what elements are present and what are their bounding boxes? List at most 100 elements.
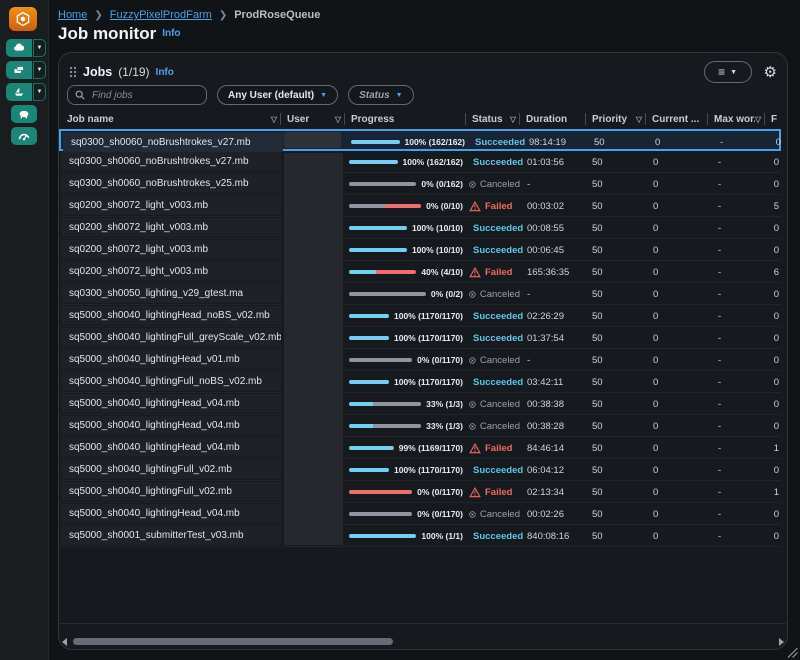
priority-cell: 50	[592, 486, 603, 498]
scrollbar-thumb[interactable]	[73, 638, 393, 645]
drag-handle-icon[interactable]	[69, 66, 77, 78]
table-row[interactable]: sq5000_sh0040_lightingHead_v04.mb 33% (1/…	[59, 393, 781, 415]
deadline-cloud-logo-icon[interactable]	[9, 7, 37, 31]
status-cell: Canceled	[466, 415, 520, 437]
table-row[interactable]: sq0300_sh0060_noBrushtrokes_v25.mb 0% (0/…	[59, 173, 781, 195]
progress-label: 100% (162/162)	[402, 157, 464, 167]
job-name-cell: sq5000_sh0040_lightingFull_greyScale_v02…	[61, 328, 281, 347]
table-bottom-divider	[60, 623, 786, 624]
breadcrumb-item[interactable]: Home	[58, 9, 88, 21]
breadcrumb-item[interactable]: FuzzyPixelProdFarm	[109, 9, 212, 21]
table-row[interactable]: sq5000_sh0040_lightingHead_v04.mb 99% (11…	[59, 437, 781, 459]
progress-bar	[349, 534, 417, 538]
page-info-link[interactable]: Info	[162, 28, 181, 39]
column-filter-icon[interactable]: ▽	[754, 114, 762, 124]
duration-cell: 98:14:19	[529, 136, 566, 148]
column-header-duration[interactable]: Duration	[520, 109, 586, 129]
current-workers-cell: 0	[653, 222, 659, 234]
search-box[interactable]	[67, 85, 207, 105]
scroll-right-arrow[interactable]	[779, 638, 784, 646]
table-row[interactable]: sq5000_sh0040_lightingFull_greyScale_v02…	[59, 327, 781, 349]
table-row[interactable]: sq5000_sh0001_submitterTest_v03.mb 100% (…	[59, 525, 781, 547]
table-row[interactable]: sq5000_sh0040_lightingFull_v02.mb 100% (1…	[59, 459, 781, 481]
scrollbar-track[interactable]	[71, 638, 775, 646]
sidebar-dropdown-toggle[interactable]: ▼	[33, 83, 46, 101]
table-preferences-menu-button[interactable]: ≡ ▼	[703, 61, 752, 83]
priority-cell: 50	[592, 244, 603, 256]
max-workers-cell: -	[718, 354, 722, 366]
status-filter-dropdown[interactable]: Status ▼	[348, 85, 414, 105]
column-filter-icon[interactable]: ▽	[635, 114, 642, 124]
canceled-circle-x-icon	[469, 400, 476, 408]
settings-gear-icon[interactable]: ⚙	[763, 63, 777, 81]
job-name-cell: sq5000_sh0040_lightingFull_v02.mb	[61, 482, 281, 501]
progress-label: 100% (162/162)	[404, 137, 466, 147]
table-header-row: Job name ▽ User ▽ Progress Status ▽ Duration Pri…	[59, 109, 781, 129]
table-row[interactable]: sq5000_sh0040_lightingFull_v02.mb 0% (0/1…	[59, 481, 781, 503]
status-badge: Canceled	[479, 178, 520, 190]
table-row[interactable]: sq0200_sh0072_light_v003.mb 100% (10/10) S…	[59, 239, 781, 261]
table-row[interactable]: sq5000_sh0040_lightingHead_v01.mb 0% (0/1…	[59, 349, 781, 371]
user-filter-dropdown[interactable]: Any User (default) ▼	[217, 85, 339, 105]
priority-cell: 50	[594, 136, 605, 148]
job-name-cell: sq5000_sh0040_lightingHead_v01.mb	[61, 350, 281, 369]
status-badge: Failed	[485, 266, 513, 278]
column-header-job-name[interactable]: Job name ▽	[61, 109, 281, 129]
duration-cell: 00:06:45	[527, 244, 564, 256]
progress-bar	[349, 204, 422, 208]
table-row[interactable]: sq5000_sh0040_lightingHead_noBS_v02.mb 10…	[59, 305, 781, 327]
table-row[interactable]: sq5000_sh0040_lightingHead_v04.mb 0% (0/1…	[59, 503, 781, 525]
table-row[interactable]: sq0200_sh0072_light_v003.mb 100% (10/10) S…	[59, 217, 781, 239]
priority-cell: 50	[592, 376, 603, 388]
table-row[interactable]: sq0300_sh0060_noBrushtrokes_v27.mb 100% (…	[59, 129, 781, 152]
table-row[interactable]: sq5000_sh0040_lightingHead_v04.mb 33% (1/…	[59, 415, 781, 437]
table-row[interactable]: sq0200_sh0072_light_v003.mb 40% (4/10) Fai…	[59, 261, 781, 283]
table-body: sq0300_sh0060_noBrushtrokes_v27.mb 100% (…	[59, 129, 781, 547]
column-divider	[344, 113, 345, 125]
priority-cell: 50	[592, 420, 603, 432]
status-cell: Succeeded	[466, 305, 524, 327]
duration-cell: 165:36:35	[527, 266, 570, 278]
progress-cell: 100% (1170/1170)	[345, 371, 466, 393]
table-row[interactable]: sq0300_sh0060_noBrushtrokes_v27.mb 100% (…	[59, 151, 781, 173]
current-workers-cell: 0	[653, 310, 659, 322]
sidebar-dropdown-toggle[interactable]: ▼	[33, 39, 46, 57]
sidebar-button-farm[interactable]: ▼	[6, 39, 46, 57]
column-filter-icon[interactable]: ▽	[270, 114, 277, 124]
column-header-status[interactable]: Status ▽	[466, 109, 520, 129]
table-row[interactable]: sq5000_sh0040_lightingFull_noBS_v02.mb 10…	[59, 371, 781, 393]
status-badge: Failed	[485, 486, 513, 498]
budget-icon	[19, 110, 29, 119]
column-header-f[interactable]: F	[771, 113, 778, 125]
sidebar-button-budget[interactable]	[11, 105, 37, 123]
table-row[interactable]: sq0300_sh0050_lighting_v29_gtest.ma 0% (0…	[59, 283, 781, 305]
column-filter-icon[interactable]: ▽	[334, 114, 341, 124]
column-divider	[764, 113, 765, 125]
current-workers-cell: 0	[653, 442, 659, 454]
table-row[interactable]: sq0200_sh0072_light_v003.mb 0% (0/10) Fail…	[59, 195, 781, 217]
column-filter-icon[interactable]: ▽	[509, 114, 516, 124]
failed-count-cell: 0	[773, 244, 779, 256]
column-header-progress[interactable]: Progress	[345, 109, 466, 129]
sidebar-button-queue[interactable]: ▼	[6, 83, 46, 101]
column-header-max-wor[interactable]: Max wor...▽	[714, 113, 765, 125]
column-header-user[interactable]: User ▽	[281, 109, 345, 129]
hamburger-icon: ≡	[718, 65, 726, 79]
window-resize-grip[interactable]	[787, 647, 798, 658]
status-badge: Succeeded	[473, 530, 524, 542]
progress-bar	[349, 468, 389, 472]
progress-cell: 40% (4/10)	[345, 261, 466, 283]
sidebar-dropdown-toggle[interactable]: ▼	[33, 61, 46, 79]
status-badge: Succeeded	[473, 310, 524, 322]
search-input[interactable]	[90, 88, 199, 102]
scroll-left-arrow[interactable]	[62, 638, 67, 646]
sidebar-button-fleet[interactable]: ▼	[6, 61, 46, 79]
progress-label: 0% (0/1170)	[417, 487, 463, 497]
column-header-priority[interactable]: Priority ▽	[586, 109, 646, 129]
failed-count-cell: 1	[773, 442, 779, 454]
sidebar-button-usage[interactable]	[11, 127, 37, 145]
duration-cell: -	[527, 288, 531, 300]
jobs-info-link[interactable]: Info	[155, 66, 174, 78]
status-badge: Canceled	[479, 288, 520, 300]
column-header-current[interactable]: Current ...	[646, 109, 708, 129]
